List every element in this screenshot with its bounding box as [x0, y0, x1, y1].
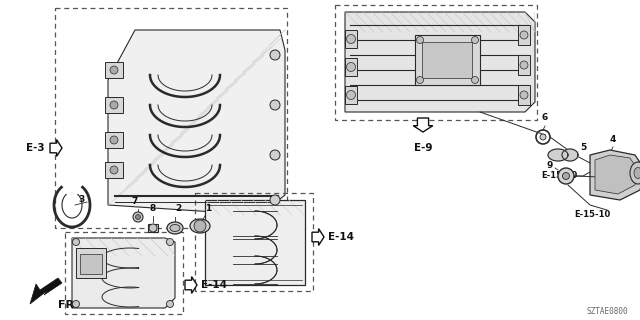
Ellipse shape — [190, 219, 210, 233]
Circle shape — [110, 66, 118, 74]
Bar — [518, 55, 530, 75]
Bar — [80, 254, 102, 274]
Polygon shape — [72, 238, 175, 308]
Bar — [65, 232, 183, 314]
Text: E-15-10: E-15-10 — [574, 210, 610, 219]
Text: E-15-10: E-15-10 — [541, 172, 578, 180]
Circle shape — [346, 35, 355, 44]
Ellipse shape — [170, 225, 180, 231]
Bar — [105, 97, 123, 113]
Text: 9: 9 — [547, 161, 553, 170]
Circle shape — [166, 300, 173, 308]
Text: 8: 8 — [150, 204, 156, 213]
Text: 4: 4 — [610, 135, 616, 144]
Ellipse shape — [630, 162, 640, 184]
Bar — [345, 58, 357, 76]
Circle shape — [346, 91, 355, 100]
Circle shape — [472, 76, 479, 84]
Text: 3: 3 — [79, 196, 85, 204]
Circle shape — [166, 238, 173, 245]
Bar — [205, 200, 305, 285]
Circle shape — [270, 100, 280, 110]
Text: 2: 2 — [175, 204, 181, 213]
Circle shape — [472, 36, 479, 44]
Bar — [148, 224, 158, 232]
Polygon shape — [50, 140, 62, 156]
Bar — [518, 25, 530, 45]
Circle shape — [417, 36, 424, 44]
Circle shape — [133, 212, 143, 222]
Text: 7: 7 — [132, 197, 138, 206]
Polygon shape — [590, 150, 640, 200]
Polygon shape — [562, 149, 578, 161]
Circle shape — [110, 166, 118, 174]
Polygon shape — [108, 30, 285, 215]
Polygon shape — [345, 12, 535, 112]
Bar — [335, 5, 537, 120]
Circle shape — [558, 168, 574, 184]
Circle shape — [563, 172, 570, 180]
Text: 6: 6 — [542, 113, 548, 122]
Text: E-14: E-14 — [201, 280, 227, 290]
Ellipse shape — [167, 222, 183, 234]
Bar — [422, 42, 472, 78]
Circle shape — [72, 300, 79, 308]
Circle shape — [194, 220, 206, 232]
Circle shape — [110, 136, 118, 144]
Circle shape — [520, 31, 528, 39]
Polygon shape — [30, 278, 62, 304]
Polygon shape — [630, 169, 639, 178]
Bar — [55, 8, 287, 228]
Circle shape — [346, 62, 355, 71]
Bar — [415, 35, 480, 85]
Text: SZTAE0800: SZTAE0800 — [586, 307, 628, 316]
Circle shape — [270, 195, 280, 205]
Text: E-9: E-9 — [413, 143, 432, 153]
Circle shape — [520, 61, 528, 69]
Circle shape — [270, 150, 280, 160]
Bar — [105, 132, 123, 148]
Text: E-14: E-14 — [328, 232, 354, 242]
Text: 5: 5 — [580, 143, 586, 153]
Ellipse shape — [634, 167, 640, 179]
Bar — [76, 248, 106, 278]
Circle shape — [540, 134, 546, 140]
Text: FR.: FR. — [58, 300, 79, 310]
Text: 1: 1 — [205, 204, 211, 213]
Circle shape — [270, 50, 280, 60]
Bar — [105, 162, 123, 178]
Circle shape — [110, 101, 118, 109]
Bar — [105, 62, 123, 78]
Polygon shape — [185, 276, 197, 293]
Circle shape — [136, 214, 141, 220]
Circle shape — [72, 238, 79, 245]
Polygon shape — [413, 118, 433, 132]
Circle shape — [520, 91, 528, 99]
Bar — [345, 86, 357, 104]
Circle shape — [417, 76, 424, 84]
Bar — [518, 85, 530, 105]
Polygon shape — [595, 155, 638, 194]
Polygon shape — [548, 149, 568, 161]
Text: E-3: E-3 — [26, 143, 45, 153]
Polygon shape — [312, 228, 324, 245]
Bar — [195, 193, 313, 291]
Circle shape — [149, 224, 157, 232]
Bar — [345, 30, 357, 48]
